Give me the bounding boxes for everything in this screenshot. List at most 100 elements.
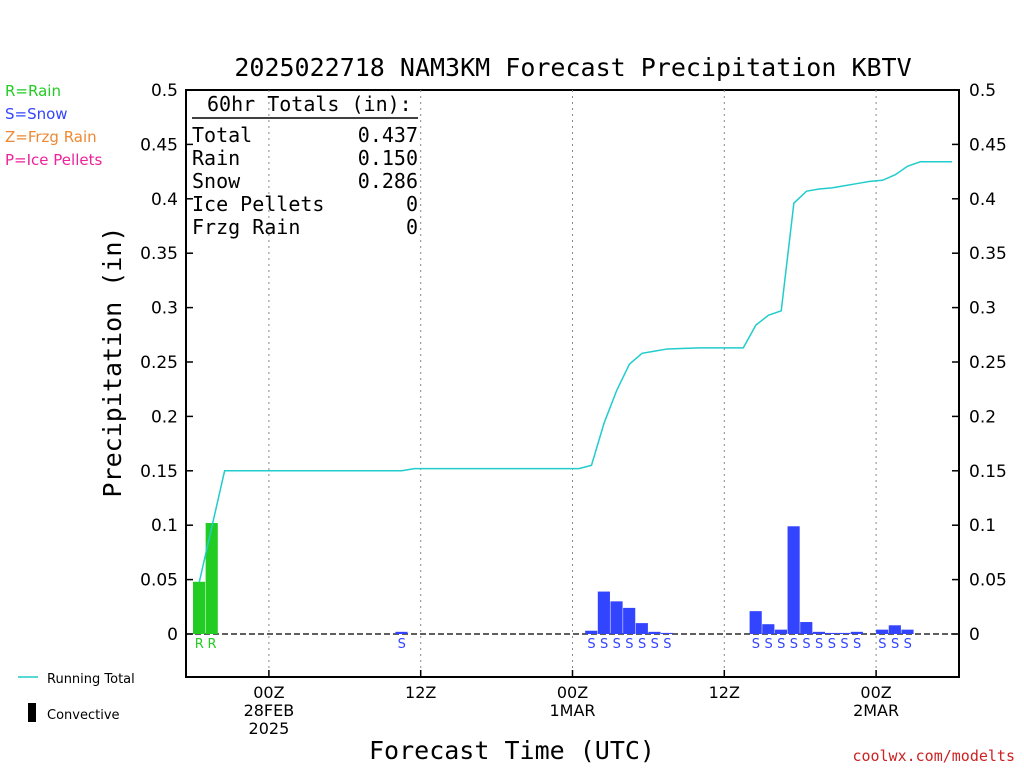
y-tick-label-left: 0.15 xyxy=(140,462,178,482)
y-tick-label-right: 0.1 xyxy=(969,516,996,536)
bar-type-letter: S xyxy=(790,637,798,652)
totals-label: Snow xyxy=(192,169,241,193)
y-tick-label-left: 0.4 xyxy=(151,190,178,210)
precip-bar xyxy=(205,523,218,634)
y-tick-label-right: 0.05 xyxy=(969,571,1007,591)
precip-bar xyxy=(395,631,408,634)
y-tick-label-right: 0.45 xyxy=(969,135,1007,155)
x-tick-label: 2MAR xyxy=(853,701,899,720)
precip-bar xyxy=(635,623,648,634)
bar-type-letter: S xyxy=(398,637,406,652)
y-tick-label-right: 0.4 xyxy=(969,190,996,210)
precip-bar xyxy=(838,632,851,634)
bar-type-letter: S xyxy=(878,637,886,652)
x-axis-label: Forecast Time (UTC) xyxy=(369,736,655,765)
time-gridlines xyxy=(268,90,877,677)
precip-bar xyxy=(193,581,206,634)
x-tick-label: 12Z xyxy=(709,683,740,702)
convective-legend-label: Convective xyxy=(47,708,120,723)
totals-value: 0 xyxy=(406,215,418,239)
bar-type-letter: R xyxy=(207,637,216,652)
y-tick-label-right: 0.2 xyxy=(969,407,996,427)
totals-box: 60hr Totals (in): Total 0.437 Rain 0.150 Sno… xyxy=(192,92,418,239)
y-tick-label-left: 0.35 xyxy=(140,244,178,264)
y-tick-label-left: 0.3 xyxy=(151,299,178,319)
x-tick-label: 00Z xyxy=(557,683,588,702)
totals-value: 0.437 xyxy=(358,123,418,147)
precip-bar xyxy=(787,526,800,634)
bar-type-letter: S xyxy=(891,637,899,652)
bar-type-letter: S xyxy=(752,637,760,652)
bar-type-letter: S xyxy=(840,637,848,652)
running-total-line xyxy=(198,161,952,582)
convective-swatch xyxy=(28,703,36,722)
precip-bar xyxy=(850,631,863,634)
y-tick-label-left: 0.45 xyxy=(140,135,178,155)
y-tick-label-left: 0.1 xyxy=(151,516,178,536)
y-tick-label-right: 0.5 xyxy=(969,81,996,101)
x-tick-label: 2025 xyxy=(249,719,290,738)
precip-bar xyxy=(762,624,775,634)
totals-label: Ice Pellets xyxy=(192,192,324,216)
line-legend: Running Total Convective xyxy=(18,672,135,723)
x-tick-label: 28FEB xyxy=(244,701,295,720)
x-tick-label: 12Z xyxy=(405,683,436,702)
totals-value: 0.286 xyxy=(358,169,418,193)
y-tick-label-right: 0.35 xyxy=(969,244,1007,264)
precip-bar xyxy=(585,630,598,634)
totals-label: Total xyxy=(192,123,252,147)
y-tick-label-left: 0.5 xyxy=(151,81,178,101)
y-tick-label-right: 0.3 xyxy=(969,299,996,319)
y-tick-label-left: 0.2 xyxy=(151,407,178,427)
totals-header: 60hr Totals (in): xyxy=(207,92,412,116)
bar-type-letter: S xyxy=(625,637,633,652)
y-axis-label: Precipitation (in) xyxy=(98,227,127,498)
bar-type-letter: S xyxy=(638,637,646,652)
precip-bar xyxy=(610,601,623,634)
bar-type-letter: S xyxy=(764,637,772,652)
precip-bar xyxy=(661,632,674,634)
precip-bar xyxy=(623,607,636,634)
bar-type-letter: S xyxy=(651,637,659,652)
y-tick-label-right: 0.25 xyxy=(969,353,1007,373)
precip-bar xyxy=(597,591,610,634)
bar-type-letter: S xyxy=(613,637,621,652)
bar-type-letter: R xyxy=(195,637,204,652)
precip-bar xyxy=(774,629,788,634)
legend-type-entry: P=Ice Pellets xyxy=(5,151,102,169)
running-total-legend-label: Running Total xyxy=(47,672,135,687)
totals-value: 0.150 xyxy=(358,146,418,170)
bar-type-letter: S xyxy=(828,637,836,652)
precip-bar xyxy=(888,625,901,634)
legend-type-entry: Z=Frzg Rain xyxy=(5,128,97,146)
x-tick-label: 1MAR xyxy=(549,701,595,720)
bar-type-letter: S xyxy=(777,637,785,652)
precip-bar xyxy=(648,631,661,634)
bar-type-letter: S xyxy=(904,637,912,652)
y-axis-right: 0 0.05 0.1 0.15 0.2 0.25 0.3 0.35 0.4 0.45 0.5 xyxy=(952,81,1007,645)
precip-type-legend: R=Rain S=Snow Z=Frzg Rain P=Ice Pellets xyxy=(5,82,102,169)
bar-type-letter: S xyxy=(663,637,671,652)
precip-bar xyxy=(800,622,813,634)
source-footer: coolwx.com/modelts xyxy=(852,747,1015,765)
precip-bar xyxy=(825,632,838,634)
bar-type-letter: S xyxy=(815,637,823,652)
legend-type-entry: R=Rain xyxy=(5,82,61,100)
y-tick-label-left: 0.05 xyxy=(140,571,178,591)
legend-type-entry: S=Snow xyxy=(5,105,68,123)
totals-value: 0 xyxy=(406,192,418,216)
precip-bar xyxy=(749,611,762,634)
precip-bar xyxy=(812,631,825,634)
totals-label: Frzg Rain xyxy=(192,215,300,239)
totals-label: Rain xyxy=(192,146,240,170)
y-axis-left: 0 0.05 0.1 0.15 0.2 0.25 0.3 0.35 0.4 0.45 0.5 xyxy=(140,81,193,645)
y-tick-label-left: 0 xyxy=(167,625,178,645)
x-tick-label: 00Z xyxy=(253,683,284,702)
bar-type-letter: S xyxy=(587,637,595,652)
bar-type-letter: S xyxy=(853,637,861,652)
chart-title: 2025022718 NAM3KM Forecast Precipitation… xyxy=(234,53,911,82)
bar-type-letter: S xyxy=(600,637,608,652)
x-tick-label: 00Z xyxy=(860,683,891,702)
